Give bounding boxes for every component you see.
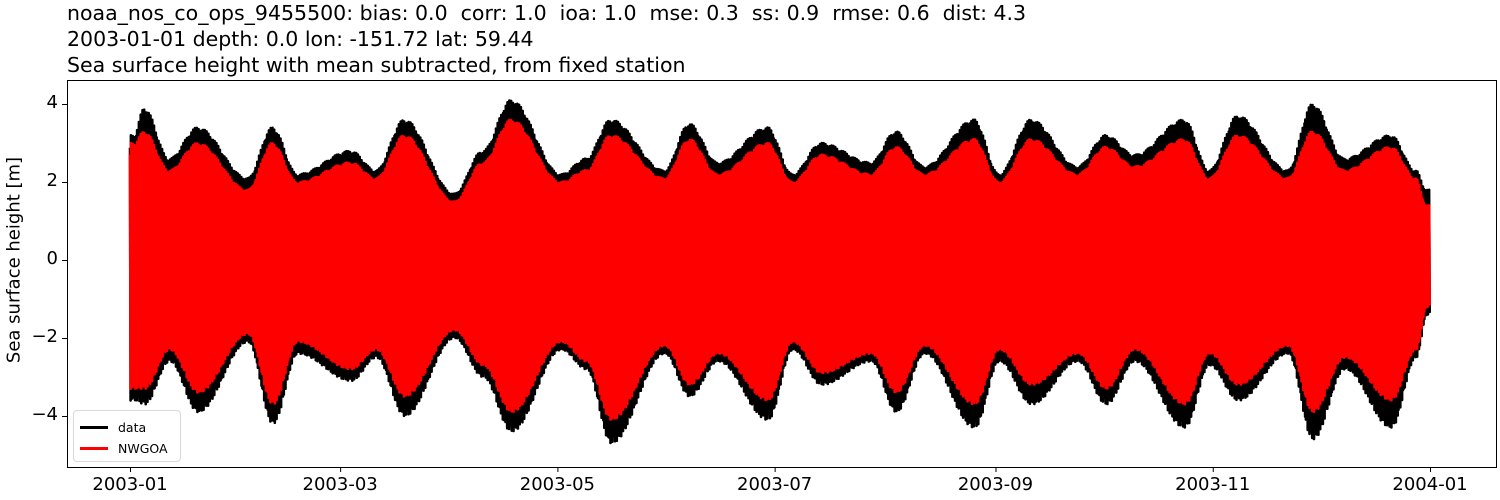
legend-swatch-nwgoa (80, 446, 108, 450)
legend-swatch-data (80, 425, 108, 429)
y-tick-label: −4 (31, 404, 58, 425)
x-tick-label: 2003-11 (1175, 474, 1251, 495)
legend-item-nwgoa: NWGOA (80, 439, 168, 457)
y-tick-label: −2 (31, 326, 58, 347)
y-axis-ticks (62, 104, 67, 417)
x-tick-label: 2003-09 (957, 474, 1034, 495)
series-nwgoa-line (128, 118, 1431, 421)
y-axis-label: Sea surface height [m] (3, 156, 25, 364)
title-description-line: Sea surface height with mean subtracted,… (67, 53, 686, 77)
x-axis-ticks (130, 467, 1431, 472)
legend-label-nwgoa: NWGOA (118, 440, 168, 456)
legend-label-data: data (118, 419, 147, 435)
axes-frame (67, 80, 1497, 468)
x-tick-label: 2003-07 (737, 474, 813, 495)
y-tick-label: 2 (46, 170, 58, 191)
x-tick-label: 2004-01 (1392, 474, 1468, 495)
legend: data NWGOA (73, 410, 181, 462)
x-tick-label: 2003-01 (92, 474, 168, 495)
y-tick-label: 4 (46, 92, 58, 113)
y-tick-label: 0 (46, 248, 58, 269)
x-tick-label: 2003-03 (302, 474, 378, 495)
x-tick-label: 2003-05 (519, 474, 595, 495)
chart-title: noaa_nos_co_ops_9455500: bias: 0.0 corr:… (67, 0, 1026, 78)
title-station-line: 2003-01-01 depth: 0.0 lon: -151.72 lat: … (67, 27, 534, 51)
legend-item-data: data (80, 418, 146, 436)
title-stats-line: noaa_nos_co_ops_9455500: bias: 0.0 corr:… (67, 1, 1027, 25)
